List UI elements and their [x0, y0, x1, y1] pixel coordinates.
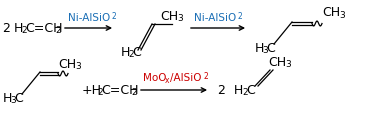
Text: +H: +H — [82, 83, 102, 97]
Text: 3: 3 — [10, 96, 16, 105]
Text: C=CH: C=CH — [101, 83, 138, 97]
Text: 2: 2 — [97, 88, 102, 97]
Text: H: H — [3, 91, 12, 105]
Text: 3: 3 — [177, 14, 183, 23]
Text: H: H — [255, 42, 264, 54]
Text: 2  H: 2 H — [218, 83, 243, 97]
Text: C: C — [266, 42, 275, 54]
Text: MoO: MoO — [143, 73, 166, 83]
Text: 2: 2 — [242, 88, 248, 97]
Text: Ni-AlSiO: Ni-AlSiO — [194, 13, 236, 23]
Text: CH: CH — [322, 7, 340, 19]
Text: C: C — [246, 83, 255, 97]
Text: 2: 2 — [3, 22, 15, 34]
Text: /AlSiO: /AlSiO — [170, 73, 201, 83]
Text: 2: 2 — [203, 72, 208, 81]
Text: H: H — [121, 45, 130, 58]
Text: 3: 3 — [75, 62, 81, 71]
Text: Ni-AlSiO: Ni-AlSiO — [68, 13, 110, 23]
Text: 3: 3 — [262, 46, 268, 55]
Text: 2: 2 — [128, 50, 134, 59]
Text: CH: CH — [268, 56, 286, 68]
Text: CH: CH — [58, 57, 76, 71]
Text: 2: 2 — [131, 88, 136, 97]
Text: C: C — [132, 45, 141, 58]
Text: 3: 3 — [339, 11, 345, 20]
Text: x: x — [165, 76, 169, 85]
Text: C: C — [14, 91, 23, 105]
Text: 3: 3 — [285, 60, 291, 69]
Text: H: H — [14, 22, 23, 34]
Text: CH: CH — [160, 10, 178, 23]
Text: C=CH: C=CH — [25, 22, 62, 34]
Text: 2: 2 — [21, 26, 26, 35]
Text: 2: 2 — [55, 26, 60, 35]
Text: 2: 2 — [112, 12, 117, 21]
Text: 2: 2 — [238, 12, 243, 21]
